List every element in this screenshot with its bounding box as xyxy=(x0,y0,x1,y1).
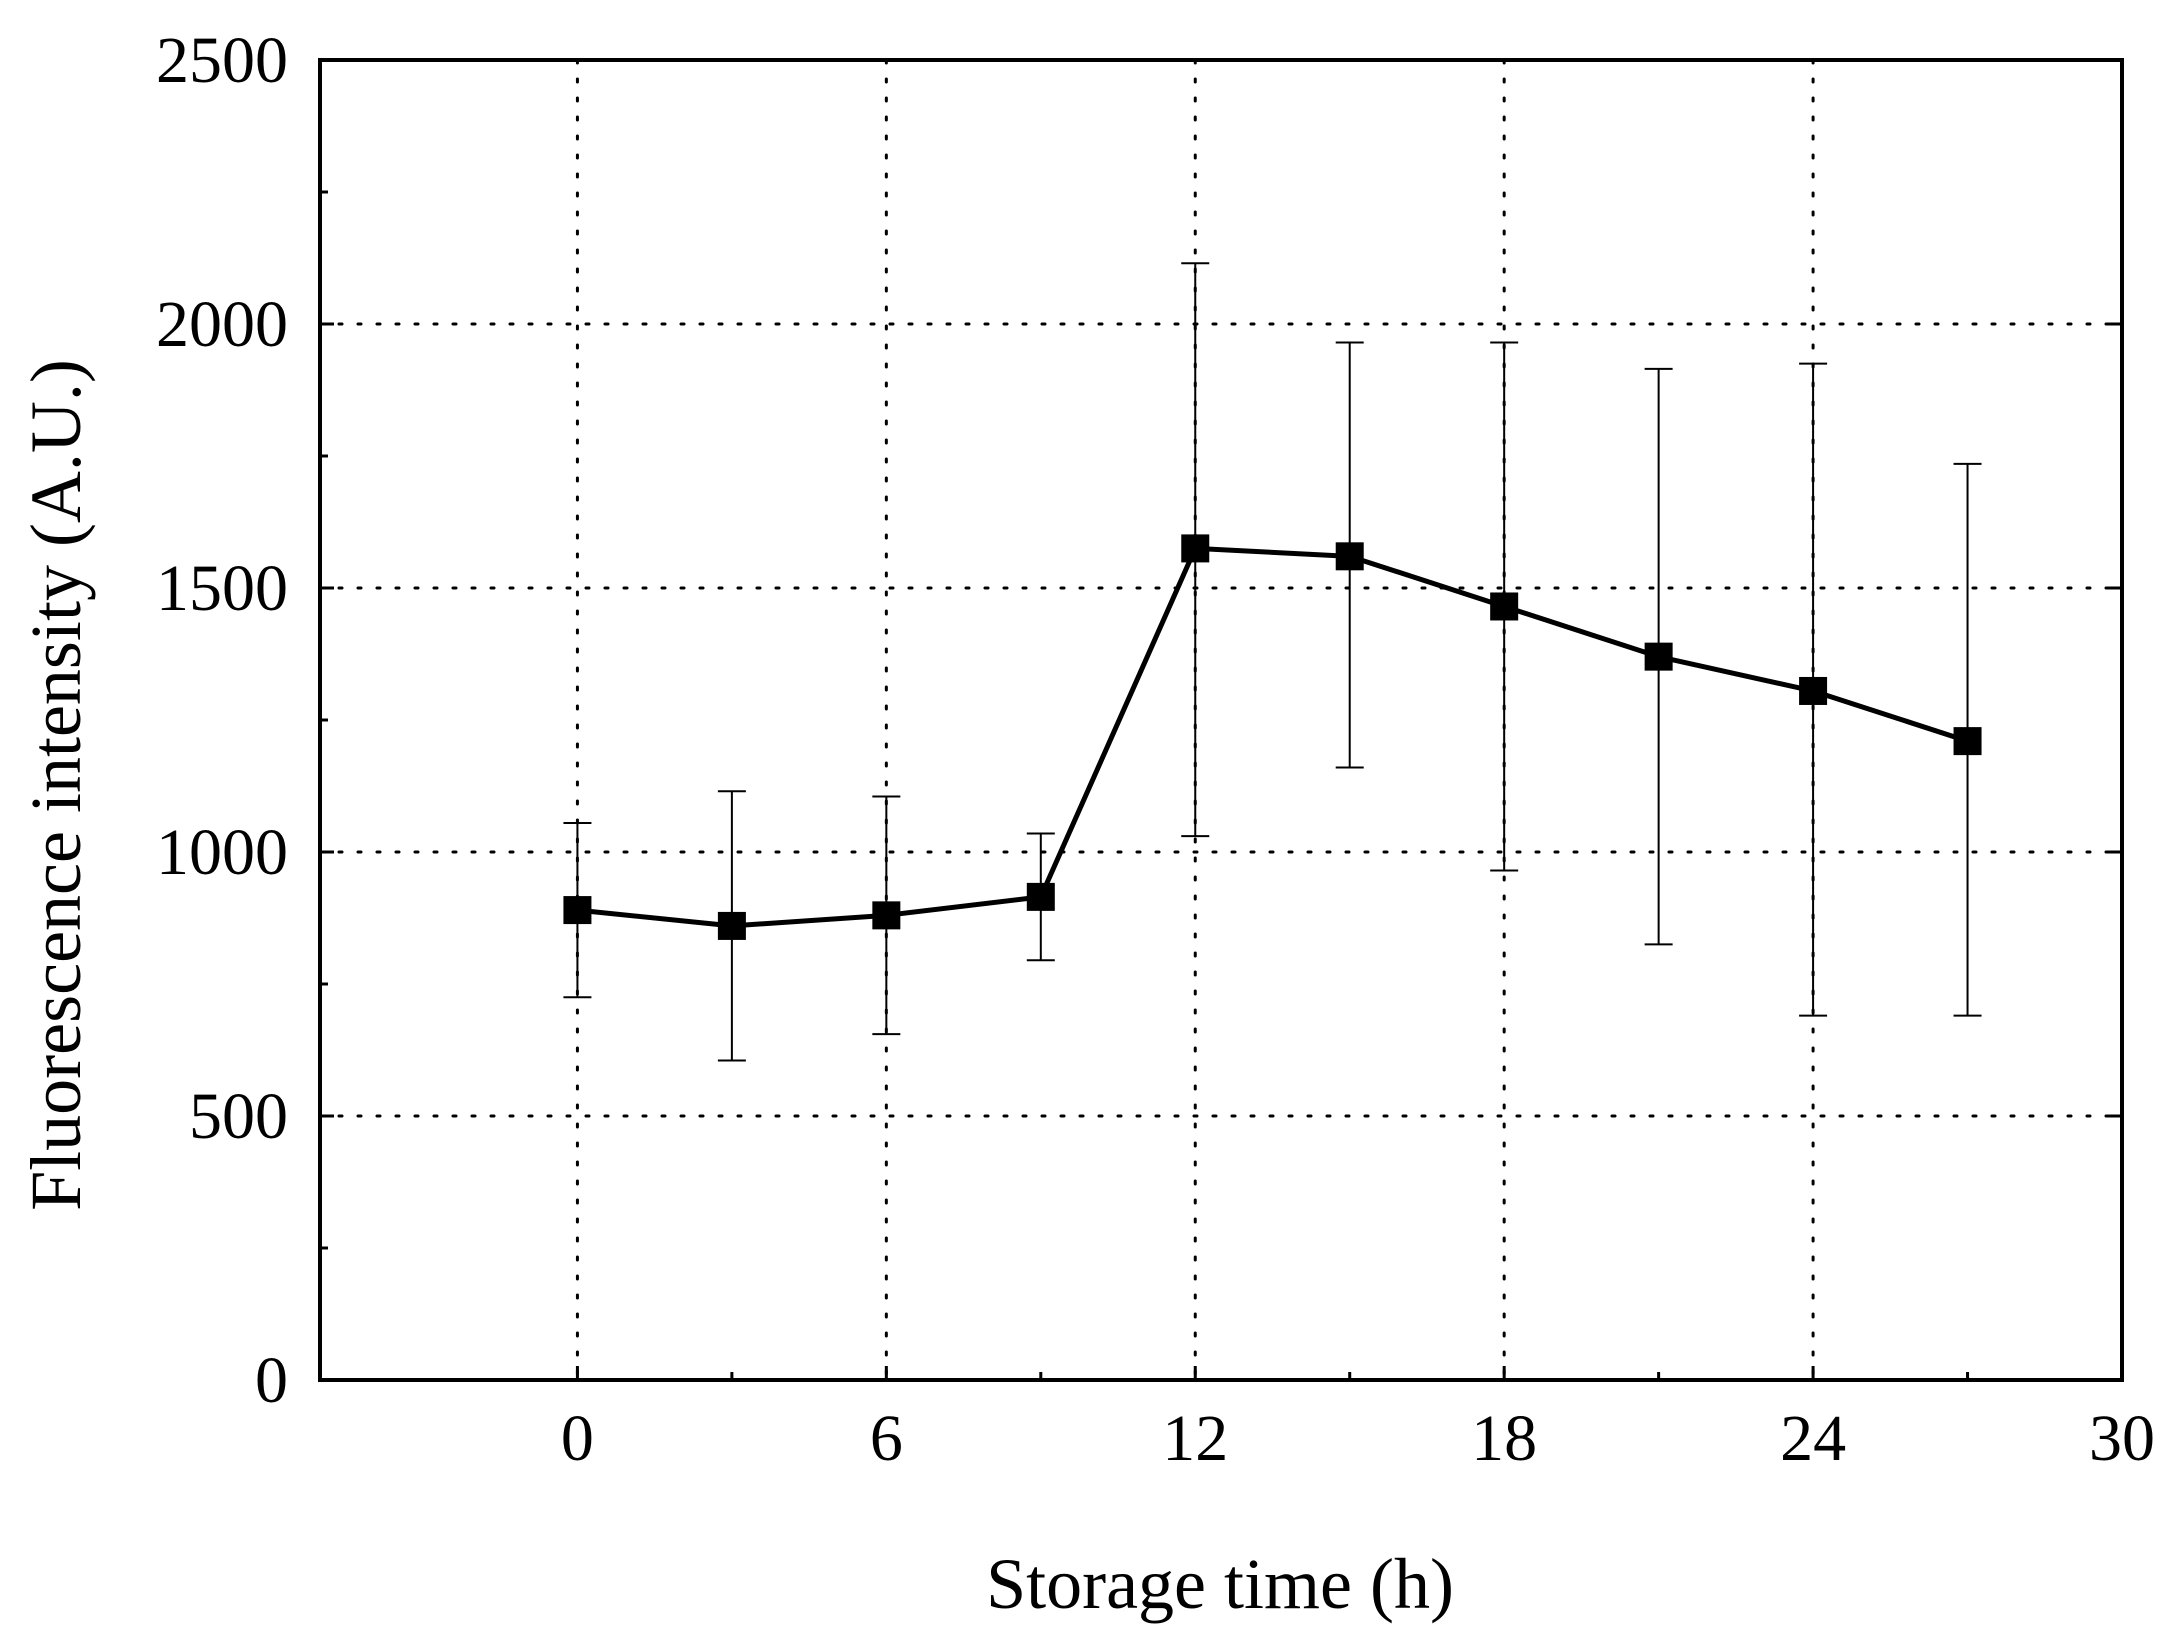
x-tick-label: 24 xyxy=(1780,1402,1846,1475)
data-point-marker xyxy=(1026,882,1055,911)
data-point-marker xyxy=(1335,542,1364,571)
data-point-marker xyxy=(1490,592,1519,621)
y-tick-label: 2500 xyxy=(156,24,288,97)
data-point-marker xyxy=(1644,642,1673,671)
data-point-marker xyxy=(717,911,746,940)
grid-layer xyxy=(318,58,2124,1382)
error-bar-layer xyxy=(563,262,1982,1062)
x-tick-label: 12 xyxy=(1162,1402,1228,1475)
plot-frame xyxy=(318,58,2124,1382)
x-tick-label: 18 xyxy=(1471,1402,1537,1475)
data-point-marker xyxy=(1799,676,1828,705)
series-line-layer xyxy=(577,545,1969,929)
data-point-marker xyxy=(1181,534,1210,563)
data-point-marker xyxy=(1953,727,1982,756)
data-point-marker xyxy=(872,901,901,930)
x-tick-label: 30 xyxy=(2089,1402,2155,1475)
x-axis-title: Storage time (h) xyxy=(986,1544,1454,1624)
series-line xyxy=(577,545,1969,929)
x-tick-label: 0 xyxy=(561,1402,594,1475)
y-tick-label: 500 xyxy=(189,1080,288,1153)
marker-layer xyxy=(563,534,1982,940)
y-tick-label: 0 xyxy=(255,1344,288,1417)
x-tick-label: 6 xyxy=(870,1402,903,1475)
y-axis-title: Fluorescence intensity (A.U.) xyxy=(16,359,96,1211)
y-tick-label: 2000 xyxy=(156,288,288,361)
data-point-marker xyxy=(563,896,592,925)
y-tick-label: 1000 xyxy=(156,816,288,889)
axis-layer: 0 6 12 18 24 30 0 500 1000 1500 2000 2500 xyxy=(156,24,2155,1475)
y-tick-label: 1500 xyxy=(156,552,288,625)
